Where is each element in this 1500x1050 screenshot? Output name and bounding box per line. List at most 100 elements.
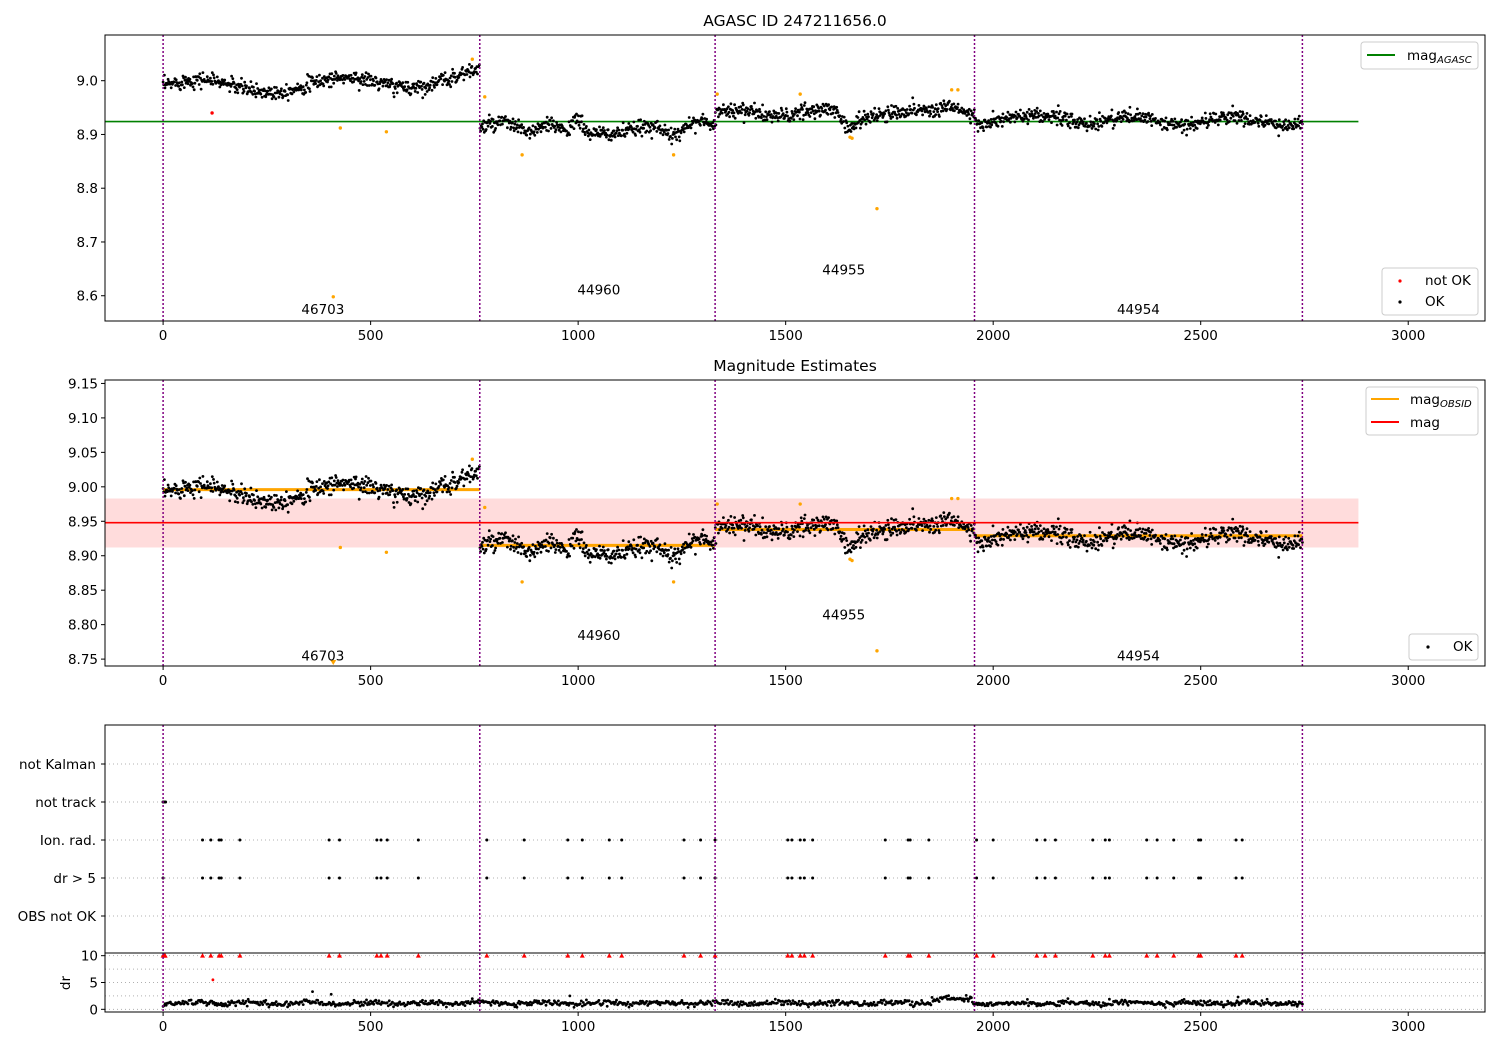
ok-point [449,479,453,482]
ok-point [598,135,602,138]
ok-point [909,108,913,111]
ok-point [292,499,296,503]
ok-point [304,83,308,87]
ok-point [985,125,989,129]
ok-point [1243,540,1247,544]
ok-point [772,109,776,113]
ok-point [305,81,309,85]
dr-point [825,1004,829,1007]
ok-point [496,123,500,127]
dr-point [910,1000,914,1004]
ok-point [1208,527,1212,531]
ok-point [693,118,697,122]
ok-point [957,526,961,529]
ok-point [1047,118,1051,121]
ok-point [732,526,736,530]
ok-point [629,544,633,548]
ok-point [905,111,908,114]
ok-point [487,529,491,533]
flag-point [1234,838,1238,842]
ok-point [567,120,571,124]
ok-point [885,538,889,541]
ok-point [544,545,547,548]
ok-point [667,128,670,132]
dr-point [1243,999,1247,1003]
ok-point [1182,548,1186,552]
ok-point [1015,116,1019,120]
outlier-point [331,295,335,299]
dr-point [245,1004,249,1008]
ok-point [845,539,849,542]
ok-point [1172,542,1176,546]
dr-point [267,1005,271,1009]
ok-point [748,111,751,115]
dr-point [391,1000,394,1004]
ok-point [1113,123,1116,127]
ok-point [623,554,626,557]
ok-point [642,126,646,130]
ok-point [387,484,391,488]
ok-point [388,490,392,494]
ok-point [891,115,895,119]
ok-point [450,80,454,83]
ok-point [433,86,436,89]
dr-point [219,1001,223,1005]
ok-point [517,535,520,539]
ok-point [395,488,398,492]
dr-point [725,1001,728,1005]
flag-point [1107,838,1111,842]
ok-point [528,559,532,563]
ok-point [553,543,557,547]
ok-point [1057,112,1061,116]
dr-point [496,1001,500,1005]
ok-point [1291,543,1295,547]
x-tick-label: 3000 [1391,328,1425,344]
ok-point [448,482,452,485]
ok-point [729,515,733,518]
ok-point [631,551,635,555]
ok-point [285,490,288,493]
ok-point [1222,529,1226,532]
ok-point [984,538,987,541]
ok-point [1009,116,1013,120]
ok-point [241,501,245,505]
ok-point [895,533,899,537]
flag-point [790,838,794,842]
ok-point [166,483,170,487]
obsid-boundary-lines [162,35,1304,321]
ok-point [639,118,642,122]
ok-point [1073,535,1076,539]
dr-point [724,999,727,1002]
dr-point [301,1003,305,1006]
dr-point [470,997,474,1001]
ok-point [864,541,868,544]
ok-point [852,544,855,547]
dr-point [738,1002,742,1006]
ok-point [381,492,385,496]
ok-point [193,488,197,492]
ok-point [651,541,655,545]
ok-point [1274,545,1278,549]
ok-point [435,83,439,86]
ok-point [888,530,892,534]
ok-point [1222,113,1226,117]
ok-point [707,542,711,546]
ok-point [760,113,764,116]
ok-point [1201,536,1205,540]
ok-point [1095,118,1099,122]
ok-point [450,486,454,490]
ok-point [420,84,423,88]
ok-point [724,524,728,527]
ok-point [577,542,581,546]
ok-point [953,523,956,527]
ok-point [1017,528,1020,532]
flag-point [1199,838,1203,842]
ok-point [274,508,278,512]
ok-point [779,531,783,535]
dr-point [1097,1001,1101,1004]
ok-point [311,481,314,485]
ok-point [438,480,442,484]
ok-point [453,475,456,479]
x-tick-label: 2500 [1184,328,1218,344]
ok-point [1076,535,1079,538]
